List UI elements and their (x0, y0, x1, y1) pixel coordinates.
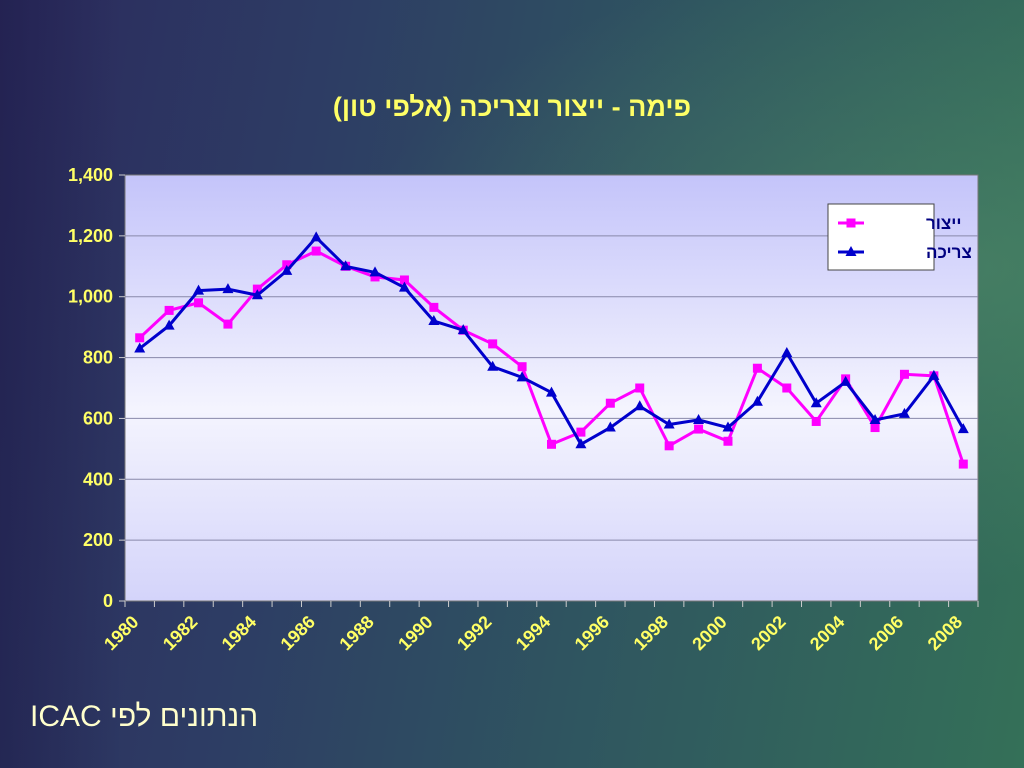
x-tick-label: 1986 (277, 612, 319, 654)
x-tick-label: 1988 (335, 612, 377, 654)
data-point (869, 413, 881, 424)
source-note: הנתונים לפי ICAC (30, 700, 259, 733)
x-tick-label: 2008 (924, 612, 966, 654)
data-point (722, 421, 734, 432)
x-tick-label: 2002 (747, 612, 789, 654)
legend-label: צריכה (926, 243, 972, 262)
x-tick-label: 2000 (688, 612, 730, 654)
data-point (311, 246, 321, 256)
data-point (958, 459, 968, 469)
y-tick-label: 1,200 (68, 226, 113, 246)
data-point (429, 302, 439, 312)
data-point (634, 400, 646, 411)
data-point (398, 281, 410, 292)
x-tick-label: 1982 (159, 612, 201, 654)
data-point (546, 386, 557, 397)
data-point (428, 315, 440, 326)
data-point (252, 284, 262, 294)
data-point (222, 283, 234, 294)
data-point (340, 260, 352, 271)
data-point (193, 284, 205, 295)
data-point (635, 383, 645, 393)
data-point (782, 383, 792, 393)
data-point (781, 347, 793, 358)
data-point (370, 272, 380, 282)
x-tick-label: 1990 (394, 612, 436, 654)
data-point (811, 416, 821, 426)
data-point (134, 342, 146, 353)
data-point (281, 264, 293, 275)
x-tick-label: 1996 (571, 612, 613, 654)
x-tick-label: 1994 (512, 612, 554, 654)
data-point (751, 395, 763, 406)
legend-marker (846, 218, 856, 228)
data-point (516, 371, 528, 382)
legend-box (827, 203, 935, 271)
data-point (457, 324, 469, 335)
data-point (663, 418, 675, 429)
data-point (810, 397, 822, 408)
data-point (163, 319, 175, 330)
data-point (223, 319, 233, 329)
data-point (251, 289, 263, 300)
data-point (693, 413, 705, 424)
x-tick-label: 2006 (865, 612, 907, 654)
y-tick-label: 400 (83, 469, 113, 489)
data-point (487, 360, 499, 371)
y-tick-label: 1,400 (68, 165, 113, 185)
data-point (723, 436, 733, 446)
data-point (164, 305, 174, 315)
y-tick-label: 600 (83, 408, 113, 428)
data-point (575, 438, 587, 449)
legend-label: ייצור (926, 214, 962, 233)
data-point (399, 275, 409, 285)
y-tick-label: 800 (83, 348, 113, 368)
legend: ייצור צריכה (827, 203, 972, 271)
data-point (840, 375, 852, 386)
slide-title: פימה - ייצור וצריכה (אלפי טון) (332, 92, 692, 122)
data-point (605, 398, 615, 408)
x-tick-label: 2004 (806, 612, 848, 654)
y-tick-label: 1,000 (68, 287, 113, 307)
data-point (310, 231, 322, 242)
data-point (694, 424, 704, 434)
y-tick-label: 0 (103, 591, 113, 611)
data-point (135, 333, 145, 343)
data-point (898, 407, 910, 418)
data-point (604, 421, 616, 432)
data-point (899, 369, 909, 379)
data-point (517, 362, 527, 372)
legend-marker (845, 246, 857, 256)
x-axis: 1980 1982 1984 1986 1988 1990 1992 1994 1996 1998… (100, 601, 979, 654)
data-point (282, 260, 292, 270)
data-point (928, 369, 940, 380)
data-point (870, 423, 880, 433)
data-point (957, 423, 969, 434)
y-axis: 0 200 400 600 800 1,000 1,200 1,400 (68, 165, 125, 611)
x-tick-label: 1980 (100, 612, 142, 654)
x-tick-label: 1984 (218, 612, 260, 654)
data-point (547, 439, 556, 449)
data-point (369, 266, 381, 277)
series-group (134, 231, 969, 469)
x-tick-label: 1992 (453, 612, 495, 654)
data-point (194, 298, 204, 308)
data-point (576, 427, 586, 437)
x-tick-label: 1998 (630, 612, 672, 654)
y-tick-label: 200 (83, 530, 113, 550)
data-point (664, 441, 674, 451)
data-point (752, 363, 762, 373)
data-point (488, 339, 498, 349)
